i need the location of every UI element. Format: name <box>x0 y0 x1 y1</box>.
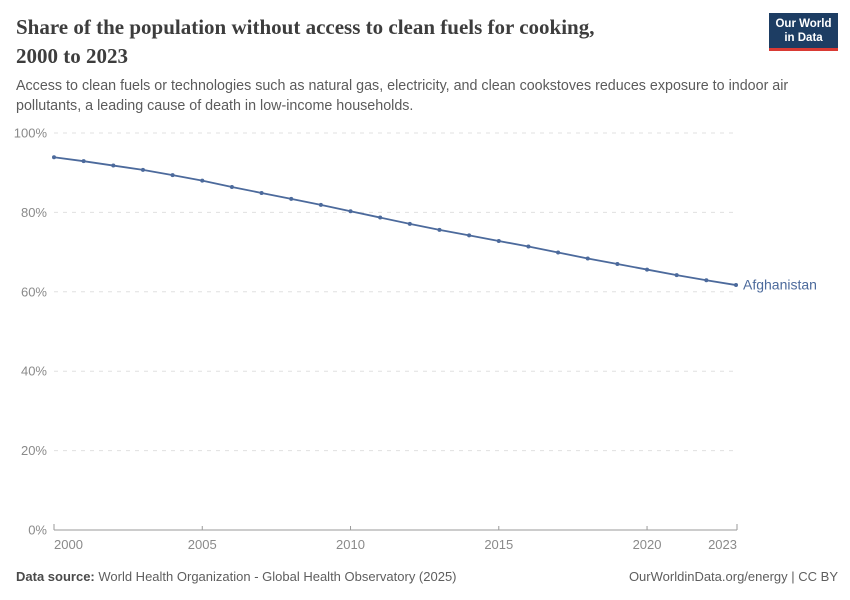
data-point[interactable] <box>407 221 412 226</box>
owid-logo-line1: Our World <box>775 18 832 30</box>
y-axis-tick-label: 40% <box>21 364 47 379</box>
y-axis-tick-label: 20% <box>21 443 47 458</box>
owid-logo-line2: in Data <box>784 32 823 44</box>
x-axis: 2000 2005 2010 2015 2020 2023 <box>53 524 738 552</box>
owid-logo[interactable]: Our World in Data <box>769 13 838 51</box>
data-point[interactable] <box>52 155 56 160</box>
series-line[interactable] <box>53 156 737 286</box>
chart-title: Share of the population without access t… <box>16 13 594 71</box>
data-source-label: Data source: <box>16 569 95 584</box>
data-point[interactable] <box>289 196 294 201</box>
data-point[interactable] <box>200 178 205 183</box>
y-axis-tick-label: 80% <box>21 205 47 220</box>
series-afghanistan: Afghanistan <box>52 155 817 293</box>
data-point[interactable] <box>734 283 738 288</box>
chart-title-line1: Share of the population without access t… <box>16 15 595 39</box>
chart-subtitle-line1: Access to clean fuels or technologies su… <box>16 78 789 94</box>
y-axis-tick-label: 60% <box>21 284 47 299</box>
data-point[interactable] <box>81 159 86 164</box>
data-point[interactable] <box>140 167 145 172</box>
data-point[interactable] <box>674 273 679 278</box>
data-point[interactable] <box>348 209 353 214</box>
data-point[interactable] <box>318 202 323 207</box>
data-point[interactable] <box>437 227 442 232</box>
license-link[interactable]: OurWorldinData.org/energy | CC BY <box>628 569 838 584</box>
data-point[interactable] <box>704 278 709 283</box>
x-axis-tick-label: 2000 <box>54 537 83 552</box>
x-axis-tick-label: 2005 <box>188 537 217 552</box>
data-point[interactable] <box>111 163 116 168</box>
data-point[interactable] <box>496 238 501 243</box>
chart-subtitle: Access to clean fuels or technologies su… <box>16 76 788 116</box>
entity-label[interactable]: Afghanistan <box>743 277 817 293</box>
data-point[interactable] <box>556 250 561 255</box>
x-axis-tick-label: 2015 <box>484 537 513 552</box>
data-point[interactable] <box>645 267 650 272</box>
data-source: Data source: World Health Organization -… <box>16 568 457 585</box>
x-axis-tick-label: 2020 <box>633 537 662 552</box>
data-point[interactable] <box>467 233 472 238</box>
data-source-text: World Health Organization - Global Healt… <box>94 569 457 584</box>
y-axis-tick-label: 0% <box>28 523 47 538</box>
chart-subtitle-line2: pollutants, a leading cause of death in … <box>16 98 414 114</box>
y-axis-tick-label: 100% <box>14 126 48 141</box>
chart-title-line2: 2000 to 2023 <box>16 44 128 68</box>
data-point[interactable] <box>259 190 264 195</box>
data-point[interactable] <box>585 256 590 261</box>
data-point[interactable] <box>378 215 383 220</box>
data-point[interactable] <box>526 244 531 249</box>
data-point[interactable] <box>229 184 234 189</box>
y-gridlines: 0% 20% 40% 60% 80% 100% <box>14 126 737 538</box>
x-axis-tick-label: 2023 <box>708 537 737 552</box>
data-point[interactable] <box>615 262 620 267</box>
data-point[interactable] <box>170 173 175 178</box>
x-axis-tick-label: 2010 <box>336 537 365 552</box>
